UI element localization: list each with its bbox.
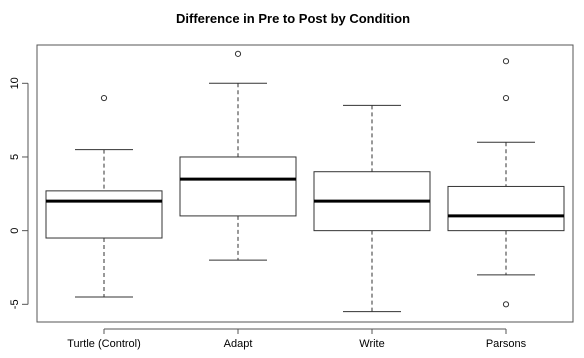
plot-frame xyxy=(36,44,574,323)
x-tick-label: Adapt xyxy=(224,338,253,350)
box xyxy=(179,156,297,217)
outlier-point xyxy=(502,94,510,102)
box xyxy=(45,190,163,239)
x-tick-label: Write xyxy=(359,338,384,350)
outlier-point xyxy=(234,50,242,57)
y-tick-label: 5 xyxy=(9,154,21,160)
plot-layer: -5 0 5 10 Turtle (Control) Adapt Write Parsons xyxy=(9,50,565,350)
x-tick-label: Parsons xyxy=(486,338,527,350)
y-tick-label: 0 xyxy=(9,228,21,234)
outlier-point xyxy=(502,301,510,308)
outlier-point xyxy=(502,58,510,65)
outlier-point xyxy=(100,94,108,102)
chart-title: Difference in Pre to Post by Condition xyxy=(176,11,410,26)
x-tick-label: Turtle (Control) xyxy=(67,338,141,350)
y-tick-label: -5 xyxy=(9,299,21,309)
box xyxy=(447,185,565,232)
y-tick-label: 10 xyxy=(9,77,21,89)
